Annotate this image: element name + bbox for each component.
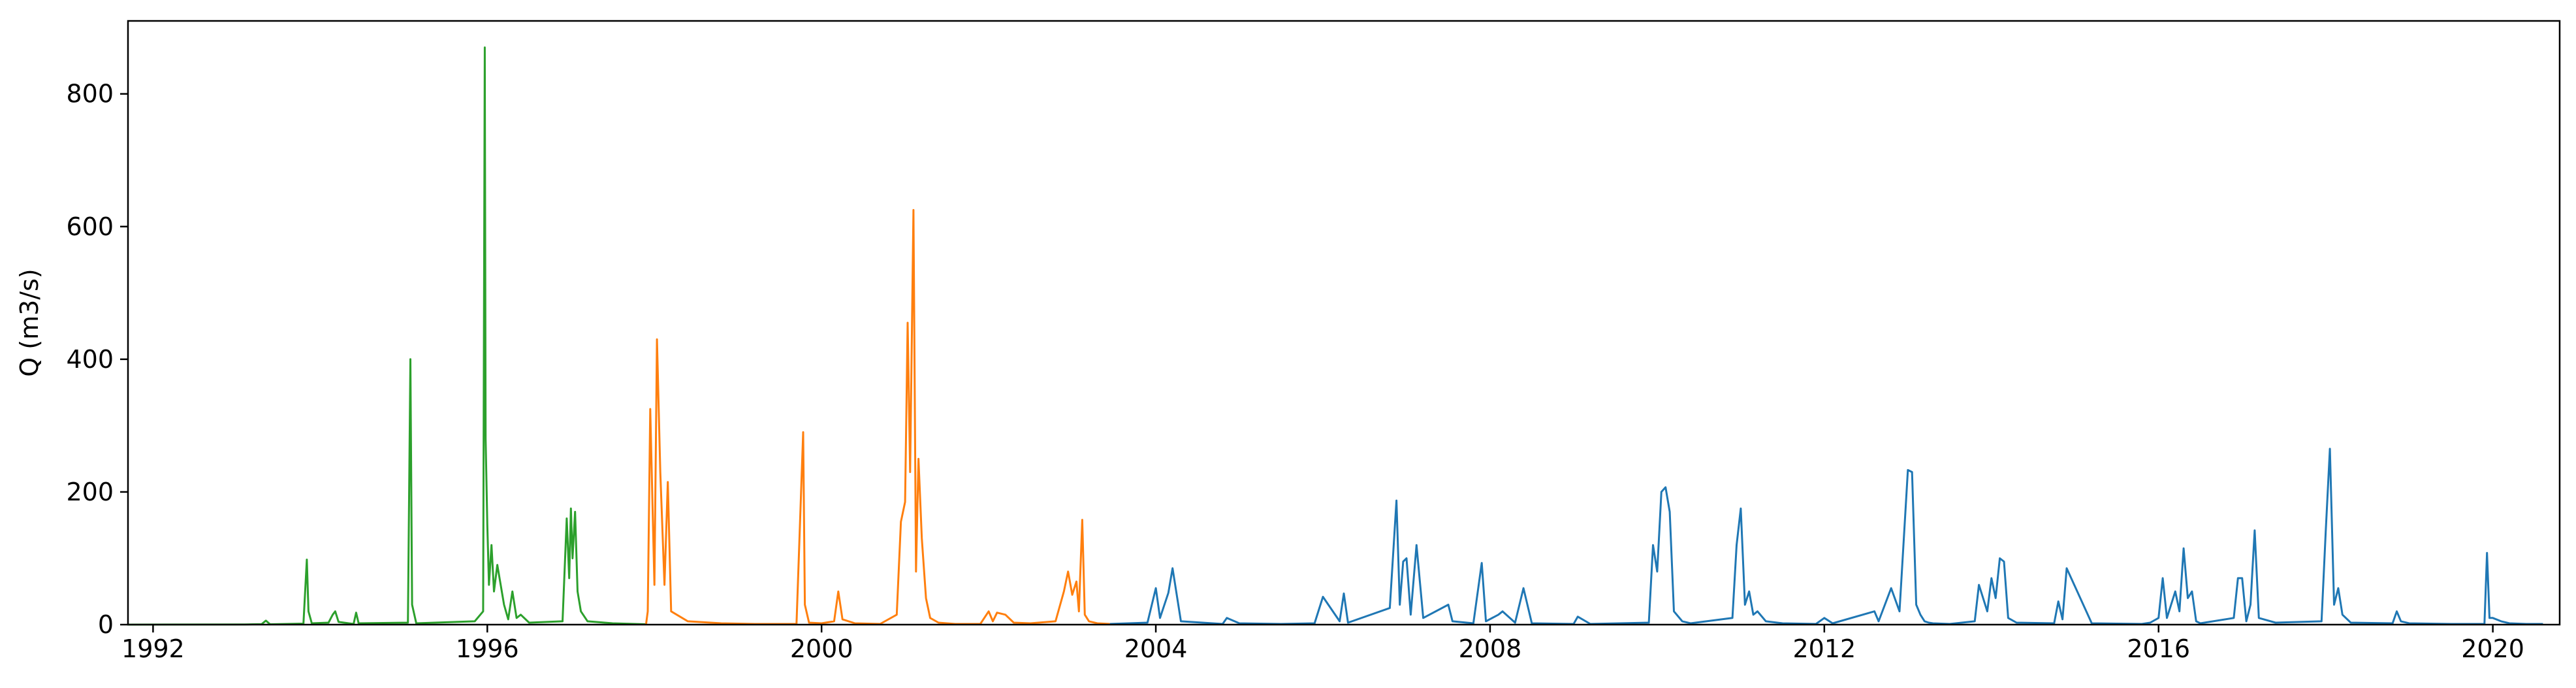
series-line-2	[1109, 448, 2543, 625]
x-tick-label: 1996	[456, 634, 519, 663]
x-tick-label: 2004	[1124, 634, 1188, 663]
y-tick-label: 800	[66, 80, 114, 108]
x-tick-label: 2000	[790, 634, 853, 663]
series-layer	[127, 46, 2543, 626]
y-tick-label: 400	[66, 345, 114, 374]
series-line-0	[127, 46, 646, 626]
x-tick-label: 2012	[1792, 634, 1856, 663]
plot-frame	[127, 20, 2561, 626]
y-axis: 0 200 400 600 800	[66, 80, 128, 639]
y-tick-label: 200	[66, 478, 114, 506]
x-tick-label: 2020	[2461, 634, 2524, 663]
x-tick-label: 2016	[2127, 634, 2190, 663]
y-axis-label: Q (m3/s)	[15, 269, 44, 376]
x-tick-label: 1992	[121, 634, 185, 663]
series-line-1	[644, 208, 1110, 625]
x-tick-label: 2008	[1459, 634, 1522, 663]
y-tick-label: 0	[98, 610, 114, 639]
x-axis: 1992 1996 2000 2004 2008 2012 2016 2020	[121, 625, 2524, 663]
y-tick-label: 600	[66, 212, 114, 241]
